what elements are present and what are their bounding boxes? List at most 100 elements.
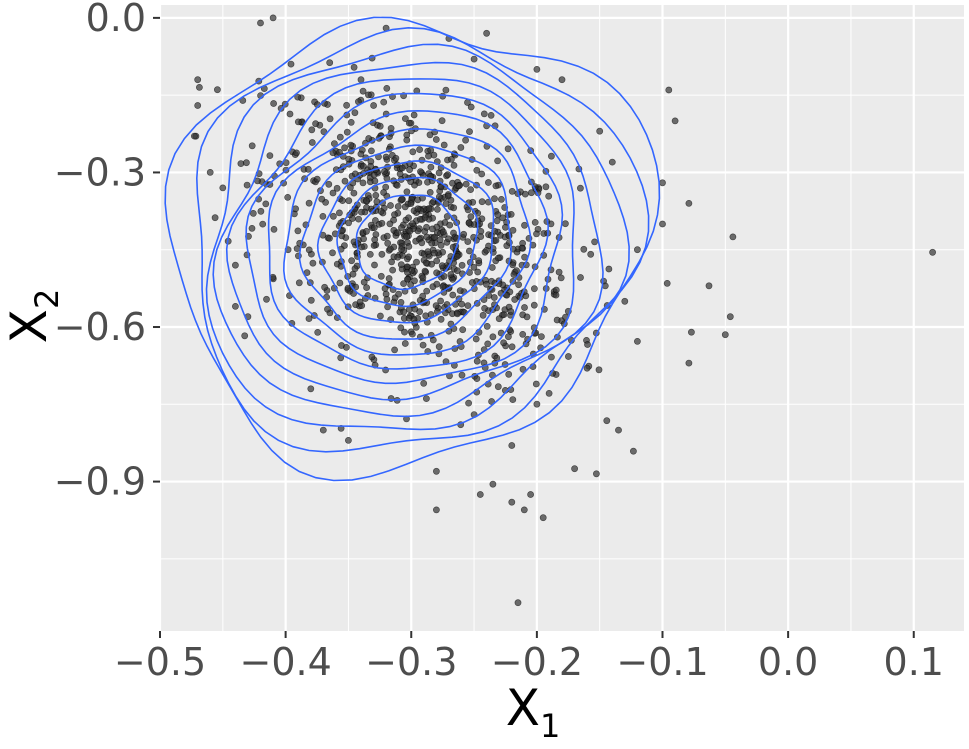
data-point bbox=[467, 213, 475, 221]
data-point bbox=[531, 285, 538, 293]
data-point bbox=[439, 92, 447, 100]
data-point bbox=[450, 204, 458, 212]
data-point bbox=[464, 206, 472, 214]
data-point bbox=[406, 227, 414, 235]
data-point bbox=[494, 211, 502, 219]
data-point bbox=[347, 141, 355, 149]
data-point bbox=[342, 343, 350, 351]
data-point bbox=[423, 287, 431, 295]
data-point bbox=[329, 249, 336, 257]
data-point bbox=[444, 192, 452, 200]
data-point bbox=[325, 180, 333, 188]
data-point bbox=[348, 257, 355, 265]
data-point bbox=[492, 236, 500, 244]
data-point bbox=[370, 242, 378, 249]
data-point bbox=[383, 232, 391, 240]
data-point bbox=[521, 304, 528, 311]
data-point bbox=[400, 280, 407, 287]
data-point bbox=[319, 212, 327, 220]
y-axis-title: X2 bbox=[0, 289, 66, 344]
data-point bbox=[476, 491, 484, 498]
axis-ticks bbox=[153, 16, 915, 638]
data-point bbox=[269, 14, 277, 22]
x-axis-title: X1 bbox=[506, 679, 561, 745]
data-point bbox=[408, 330, 416, 338]
data-point bbox=[308, 126, 316, 134]
data-point bbox=[336, 279, 344, 287]
data-point bbox=[557, 274, 565, 282]
data-point bbox=[494, 157, 501, 165]
data-point bbox=[405, 119, 413, 127]
data-point bbox=[370, 224, 378, 232]
data-point bbox=[414, 205, 422, 213]
data-point bbox=[305, 246, 313, 254]
data-point bbox=[533, 400, 541, 408]
data-point bbox=[307, 296, 315, 304]
data-point bbox=[427, 163, 435, 171]
data-point bbox=[237, 160, 245, 167]
data-point bbox=[484, 340, 492, 348]
data-point bbox=[580, 245, 588, 253]
density-contour bbox=[267, 109, 550, 370]
data-point bbox=[359, 179, 367, 187]
data-point bbox=[438, 117, 446, 125]
data-point bbox=[395, 290, 402, 298]
data-point bbox=[577, 184, 584, 192]
data-point bbox=[433, 205, 441, 213]
data-point bbox=[528, 189, 535, 197]
data-point bbox=[721, 331, 729, 339]
data-point bbox=[508, 343, 516, 351]
data-point bbox=[634, 337, 641, 345]
data-point bbox=[458, 371, 466, 379]
data-point bbox=[621, 297, 629, 305]
data-point bbox=[603, 417, 611, 425]
data-point bbox=[263, 295, 270, 303]
data-point bbox=[341, 144, 348, 152]
data-point bbox=[487, 112, 495, 119]
data-point bbox=[435, 193, 443, 201]
data-point bbox=[495, 315, 503, 323]
data-point bbox=[477, 233, 485, 240]
data-point bbox=[241, 332, 249, 340]
data-point bbox=[457, 144, 465, 151]
data-point bbox=[465, 219, 473, 227]
y-tick-label: −0.9 bbox=[54, 460, 146, 504]
x-tick-label: 0.0 bbox=[758, 640, 818, 684]
data-point bbox=[608, 158, 616, 166]
data-point bbox=[266, 152, 274, 159]
density-contours bbox=[164, 16, 661, 482]
data-point bbox=[194, 76, 202, 84]
data-point bbox=[470, 55, 478, 63]
density-contour bbox=[316, 160, 495, 324]
data-point bbox=[411, 277, 418, 285]
data-point bbox=[500, 311, 508, 318]
data-point bbox=[356, 298, 364, 306]
data-point bbox=[593, 470, 600, 478]
data-point bbox=[367, 162, 375, 170]
data-point bbox=[312, 120, 319, 128]
density-contour bbox=[164, 16, 661, 482]
data-point bbox=[467, 186, 474, 193]
data-point bbox=[329, 149, 337, 157]
data-point bbox=[403, 188, 411, 196]
data-point bbox=[367, 147, 375, 155]
data-point bbox=[284, 193, 292, 201]
data-point bbox=[587, 250, 595, 258]
data-point bbox=[409, 148, 417, 156]
data-point bbox=[231, 302, 239, 310]
data-point bbox=[257, 207, 265, 215]
data-point bbox=[383, 295, 391, 303]
data-point bbox=[538, 333, 545, 340]
data-point bbox=[432, 136, 440, 143]
data-point bbox=[339, 197, 346, 204]
data-point bbox=[591, 238, 598, 246]
data-point bbox=[405, 243, 413, 250]
data-point bbox=[326, 115, 334, 123]
data-point bbox=[507, 308, 515, 315]
data-point bbox=[474, 268, 482, 276]
data-point bbox=[530, 301, 538, 309]
data-point bbox=[545, 389, 553, 397]
data-point bbox=[521, 221, 528, 229]
data-point bbox=[659, 179, 666, 187]
data-point bbox=[280, 179, 287, 187]
